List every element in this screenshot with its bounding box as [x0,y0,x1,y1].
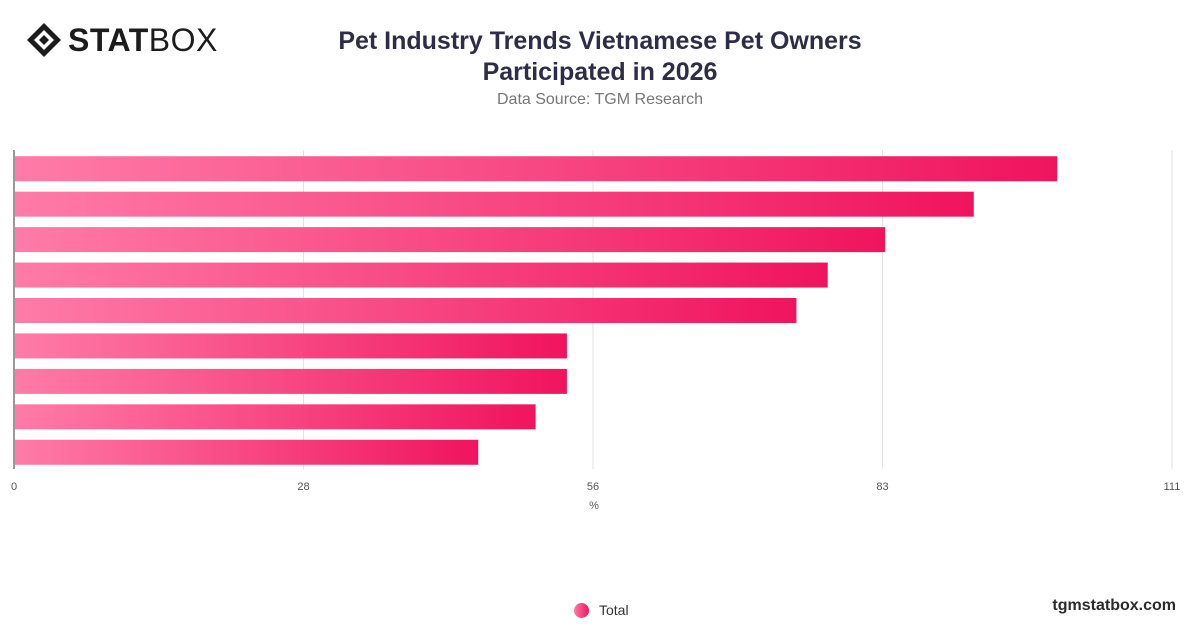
legend-label-total: Total [599,602,629,618]
logo-bold-text: STAT [68,22,149,58]
diamond-logo-icon [27,23,61,57]
bar-5[interactable] [15,298,797,323]
footer-site-link[interactable]: tgmstatbox.com [1052,597,1176,614]
bars [15,156,1058,465]
bar-4[interactable] [15,262,828,288]
x-tick-label: 56 [587,481,599,493]
bar-3[interactable] [15,227,886,253]
bar-9[interactable] [15,439,479,465]
bar-2[interactable] [15,191,974,217]
chart-title: Pet Industry Trends Vietnamese Pet Owner… [338,27,862,86]
legend-dot-icon [574,602,589,618]
bar-1[interactable] [15,156,1058,182]
x-tick-label: 111 [1164,481,1181,493]
x-tick-label: 0 [11,481,17,493]
logo-wordmark: STATBOX [68,22,218,58]
statbox-logo: STATBOX [26,22,218,58]
x-tick-label: 83 [876,481,888,493]
bar-6[interactable] [15,333,567,359]
chart-subtitle: Data Source: TGM Research [496,91,703,108]
x-axis-label: % [589,500,599,512]
x-tick-label: 28 [297,481,309,493]
axes: 0 28 56 83 111 [11,150,1180,493]
logo-light-text: BOX [148,22,218,58]
bar-8[interactable] [15,404,536,430]
bar-7[interactable] [15,368,567,394]
chart-legend[interactable]: Total [574,602,629,618]
